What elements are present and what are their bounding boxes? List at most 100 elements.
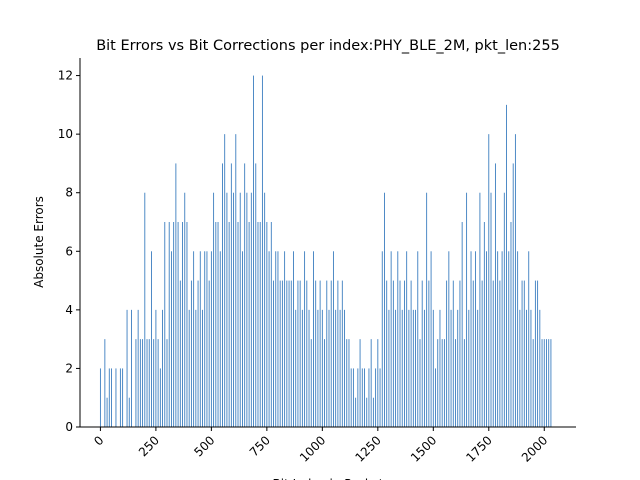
bar	[208, 280, 210, 427]
bar	[253, 75, 254, 428]
bar	[215, 222, 217, 427]
bar	[419, 339, 421, 427]
bar	[426, 192, 428, 427]
bar	[197, 280, 199, 427]
bar	[486, 251, 488, 427]
bar	[315, 280, 317, 427]
bar	[170, 251, 172, 427]
x-tick-label: 2000	[519, 433, 550, 464]
bar	[155, 309, 157, 427]
bar	[470, 251, 472, 427]
bar	[408, 309, 410, 427]
bar	[99, 368, 101, 427]
bar	[450, 309, 452, 427]
bar	[188, 309, 190, 427]
bar	[461, 222, 463, 427]
bar	[475, 251, 476, 427]
bar	[372, 397, 374, 427]
chart-title: Bit Errors vs Bit Corrections per index:…	[96, 38, 560, 54]
bar	[184, 192, 186, 427]
bar	[543, 339, 545, 427]
bar	[415, 309, 416, 427]
bar	[344, 309, 345, 427]
bar	[255, 163, 257, 427]
x-axis-label: Bit Index in Packet	[273, 477, 384, 480]
bar	[210, 251, 212, 427]
bar	[106, 397, 108, 427]
bar	[233, 192, 235, 427]
bar	[452, 280, 454, 427]
bar	[510, 222, 512, 427]
bar	[186, 222, 188, 427]
bar	[104, 339, 106, 427]
bar	[230, 163, 232, 427]
bar	[468, 309, 470, 427]
bar	[306, 280, 308, 427]
bar	[412, 309, 414, 427]
bar	[388, 309, 390, 427]
bar	[399, 280, 401, 427]
bar	[517, 251, 519, 427]
bar	[455, 339, 456, 427]
bar	[359, 339, 361, 427]
bar	[397, 251, 399, 427]
bar	[512, 163, 514, 427]
bar	[539, 309, 541, 427]
bar	[157, 339, 159, 427]
bar	[202, 309, 203, 427]
bar	[410, 280, 412, 427]
bar	[273, 280, 274, 427]
bar	[386, 280, 388, 427]
y-tick-label: 0	[65, 420, 73, 434]
bar	[503, 192, 505, 427]
bar	[128, 397, 130, 427]
bar	[326, 280, 328, 427]
y-tick-label: 2	[65, 361, 73, 375]
bar	[379, 368, 381, 427]
bar	[153, 339, 155, 427]
bar	[350, 368, 352, 427]
bar	[213, 192, 215, 427]
bar	[355, 397, 357, 427]
x-tick-label: 1500	[408, 433, 439, 464]
bar	[268, 251, 270, 427]
bar	[137, 309, 139, 427]
bar	[224, 134, 226, 427]
bar	[321, 309, 323, 427]
x-tick-label: 0	[91, 433, 106, 448]
bar	[548, 339, 550, 427]
bar	[148, 339, 150, 427]
bar	[168, 222, 170, 427]
y-tick-label: 10	[58, 127, 73, 141]
bar	[463, 339, 465, 427]
bar	[313, 251, 314, 427]
bar	[115, 368, 117, 427]
bar	[281, 280, 283, 427]
bar	[108, 368, 110, 427]
bar	[266, 222, 268, 427]
bar	[428, 280, 430, 427]
bar	[530, 309, 532, 427]
bar	[339, 309, 341, 427]
bar	[335, 309, 337, 427]
bar	[537, 280, 539, 427]
bar	[317, 309, 319, 427]
bar	[177, 222, 179, 427]
bar	[290, 280, 292, 427]
bar	[297, 280, 299, 427]
bar	[310, 339, 312, 427]
bar	[182, 222, 183, 427]
y-axis-label: Absolute Errors	[32, 196, 46, 288]
bar	[404, 280, 405, 427]
bar	[459, 280, 461, 427]
bar	[341, 280, 343, 427]
bar	[348, 339, 350, 427]
bar	[246, 192, 248, 427]
x-tick-label: 500	[191, 433, 217, 459]
bar	[248, 222, 250, 427]
y-tick-label: 12	[58, 69, 73, 83]
bar	[541, 339, 543, 427]
bar	[523, 280, 525, 427]
bar	[481, 280, 483, 427]
bar	[526, 309, 527, 427]
